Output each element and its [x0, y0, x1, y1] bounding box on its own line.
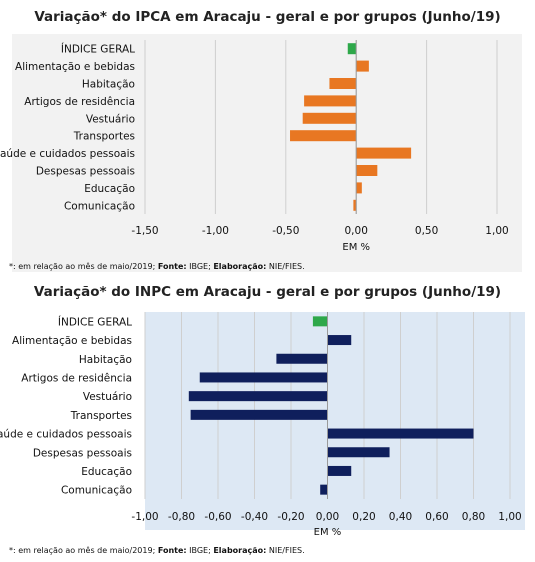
- ipca-x-tick-label: 0,50: [415, 225, 438, 237]
- inpc-category-label: Vestuário: [83, 391, 132, 403]
- inpc-chart-title: Variação* do INPC em Aracaju - geral e p…: [33, 284, 502, 300]
- ipca-source-note: *: em relação ao mês de maio/2019; Fonte…: [9, 262, 305, 271]
- ipca-chart-title: Variação* do IPCA em Aracaju - geral e p…: [34, 9, 501, 25]
- ipca-x-tick-label: 0,00: [345, 225, 368, 237]
- ipca-x-tick-label: -1,00: [202, 225, 229, 237]
- inpc-source-note: *: em relação ao mês de maio/2019; Fonte…: [9, 546, 305, 555]
- inpc-bar: [327, 428, 474, 439]
- ipca-bar: [356, 165, 378, 176]
- ipca-category-label: Habitação: [82, 79, 135, 91]
- ipca-bar: [347, 43, 357, 55]
- inpc-x-tick-label: 0,80: [462, 511, 485, 523]
- inpc-x-tick-label: 0,00: [316, 511, 339, 523]
- ipca-category-label: Alimentação e bebidas: [15, 61, 135, 73]
- inpc-note-elab-label: Elaboração:: [213, 546, 267, 555]
- ipca-note-prefix: *: em relação ao mês de maio/2019;: [9, 262, 156, 271]
- inpc-note-elab-value: NIE/FIES.: [268, 546, 305, 555]
- ipca-category-label: Vestuário: [86, 113, 135, 125]
- ipca-plot-background: [12, 34, 522, 272]
- inpc-x-tick-label: -0,60: [204, 511, 231, 523]
- inpc-x-tick-label: -0,80: [168, 511, 195, 523]
- inpc-bar: [327, 465, 352, 476]
- inpc-chart: -1,00 -0,80 -0,60 -0,40 -0,20 0,00 0,20 0,40 0,6…: [0, 312, 525, 538]
- inpc-bar: [276, 353, 328, 364]
- ipca-note-fonte-value: IBGE;: [189, 262, 211, 271]
- ipca-category-label: Educação: [84, 183, 135, 195]
- ipca-note-elab-label: Elaboração:: [213, 262, 267, 271]
- ipca-bar: [356, 147, 412, 159]
- ipca-note-fonte-label: Fonte:: [157, 262, 187, 271]
- ipca-bar: [302, 112, 357, 124]
- inpc-note-fonte-label: Fonte:: [157, 546, 187, 555]
- ipca-bar: [304, 95, 357, 107]
- ipca-bar: [290, 130, 357, 142]
- inpc-bar: [327, 335, 352, 346]
- inpc-bar: [312, 316, 328, 327]
- inpc-note-fonte-value: IBGE;: [189, 546, 211, 555]
- ipca-bar: [356, 60, 369, 72]
- inpc-bar: [199, 372, 328, 383]
- ipca-category-label: Transportes: [73, 131, 135, 143]
- ipca-chart: -1,50 -1,00 -0,50 0,00 0,50 1,00 EM % ÍNDICE GE…: [0, 34, 522, 272]
- inpc-category-label: Comunicação: [61, 485, 132, 497]
- ipca-bar: [329, 78, 357, 89]
- ipca-category-label: Comunicação: [64, 200, 135, 212]
- inpc-x-tick-label: 0,60: [425, 511, 448, 523]
- ipca-category-label: Saúde e cuidados pessoais: [0, 148, 135, 160]
- ipca-x-axis-label: EM %: [342, 242, 370, 253]
- inpc-bar: [320, 484, 328, 495]
- inpc-category-label: Habitação: [79, 354, 132, 366]
- inpc-x-tick-label: -1,00: [131, 511, 158, 523]
- inpc-bar: [327, 447, 390, 458]
- inpc-x-tick-label: 0,20: [352, 511, 375, 523]
- ipca-category-label: Despesas pessoais: [36, 166, 135, 178]
- inpc-category-label: Artigos de residência: [21, 372, 132, 384]
- inpc-category-label: Transportes: [70, 410, 132, 422]
- ipca-x-tick-label: -0,50: [272, 225, 299, 237]
- inpc-category-label: Despesas pessoais: [33, 447, 132, 459]
- inpc-x-tick-label: -0,20: [277, 511, 304, 523]
- ipca-category-label: ÍNDICE GERAL: [61, 43, 135, 56]
- inpc-x-axis-label: EM %: [314, 527, 342, 538]
- ipca-x-tick-label: -1,50: [131, 225, 158, 237]
- ipca-bar: [353, 199, 357, 211]
- ipca-x-tick-label: 1,00: [485, 225, 508, 237]
- inpc-x-tick-label: 1,00: [498, 511, 521, 523]
- inpc-category-label: ÍNDICE GERAL: [58, 315, 132, 328]
- ipca-note-elab-value: NIE/FIES.: [268, 262, 305, 271]
- inpc-x-tick-label: 0,40: [389, 511, 412, 523]
- inpc-bar: [190, 409, 328, 420]
- ipca-bar: [356, 182, 362, 194]
- ipca-category-label: Artigos de residência: [24, 96, 135, 108]
- inpc-category-label: Saúde e cuidados pessoais: [0, 429, 132, 441]
- inpc-bar: [188, 391, 328, 402]
- inpc-x-tick-label: -0,40: [241, 511, 268, 523]
- inpc-category-label: Alimentação e bebidas: [12, 335, 132, 347]
- inpc-category-label: Educação: [81, 466, 132, 478]
- inpc-plot-background: [145, 312, 525, 530]
- inpc-note-prefix: *: em relação ao mês de maio/2019;: [9, 546, 156, 555]
